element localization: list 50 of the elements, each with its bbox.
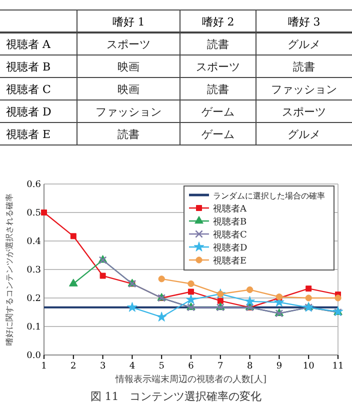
y-tick-label: 視聴者 D xyxy=(6,105,52,118)
legend-label: 視聴者C xyxy=(213,230,247,240)
legend-label: 視聴者D xyxy=(213,242,248,254)
text: ゲーム xyxy=(202,128,234,141)
y-axis-title: 嗜好に関するコンテンツが選択される確率 xyxy=(5,194,14,346)
text: スポーツ xyxy=(196,60,240,74)
text: ファッション xyxy=(271,82,337,96)
text: スポーツ xyxy=(106,38,150,51)
text: グルメ xyxy=(288,128,320,141)
legend-label: 視聴者B xyxy=(213,216,247,228)
legend-label: 視聴者A xyxy=(213,204,247,214)
caption: 図 11 コンテンツ選択確率の変化 xyxy=(90,390,262,403)
text: 映画 xyxy=(118,60,140,74)
y-tick-label: 視聴者 E xyxy=(6,128,51,141)
text: 映画 xyxy=(118,82,140,96)
y-tick-label: 0.0 xyxy=(26,350,42,361)
text: グルメ xyxy=(288,38,320,51)
y-tick-label: 視聴者 A xyxy=(6,38,52,51)
x-tick-label: 8 xyxy=(246,361,253,372)
x-tick-label: 10 xyxy=(302,361,315,372)
text: 読書 xyxy=(118,128,140,141)
text: ファッション xyxy=(96,105,162,118)
x-tick-label: 1 xyxy=(41,361,47,372)
x-axis-title: 情報表示端末周辺の視聴者の人数[人] xyxy=(114,374,267,385)
x-tick-label: 9 xyxy=(276,361,282,372)
x-tick-label: 6 xyxy=(188,361,194,372)
text: 読書 xyxy=(293,60,315,74)
text: ゲーム xyxy=(202,105,234,118)
legend-label: 視聴者E xyxy=(213,256,247,266)
x-tick-label: 7 xyxy=(218,361,224,372)
y-tick-label: 0.4 xyxy=(26,236,42,247)
x-tick-label: 嗜好 1 xyxy=(112,15,145,28)
y-tick-label: 0.1 xyxy=(26,322,41,332)
x-tick-label: 2 xyxy=(70,361,76,372)
y-tick-label: 0.3 xyxy=(26,265,42,276)
text: スポーツ xyxy=(282,105,326,118)
y-tick-label: 視聴者 B xyxy=(6,60,51,74)
x-tick-label: 嗜好 2 xyxy=(202,15,234,28)
y-tick-label: 0.2 xyxy=(26,294,41,304)
x-tick-label: 5 xyxy=(158,361,165,372)
x-tick-label: 嗜好 3 xyxy=(288,15,320,28)
y-tick-label: 0.5 xyxy=(26,208,42,218)
x-tick-label: 11 xyxy=(332,361,344,372)
y-tick-label: 視聴者 C xyxy=(6,82,51,96)
text: 読書 xyxy=(207,82,229,96)
text: 読書 xyxy=(207,38,229,51)
y-tick-label: 0.6 xyxy=(26,180,42,190)
x-tick-label: 4 xyxy=(129,361,136,372)
legend-label: ランダムに選択した場合の確率 xyxy=(213,192,325,200)
x-tick-label: 3 xyxy=(100,361,106,372)
